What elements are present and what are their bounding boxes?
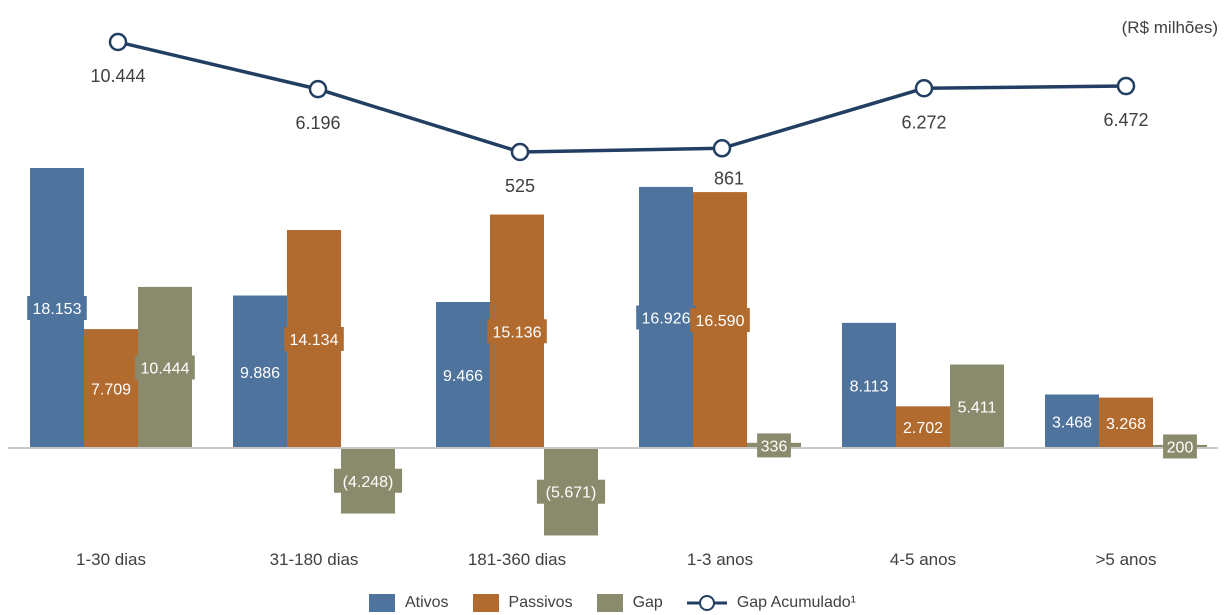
data-label-passivos: 2.702 bbox=[903, 420, 943, 437]
legend-swatch-passivos bbox=[472, 594, 499, 612]
data-label-passivos: 14.134 bbox=[290, 332, 339, 349]
data-label-box-ativos bbox=[1046, 409, 1098, 434]
cumulative-gap-label: 6.196 bbox=[295, 113, 340, 133]
data-label-ativos: 3.468 bbox=[1052, 414, 1092, 431]
data-label-gap: 336 bbox=[761, 438, 788, 455]
data-label-box-passivos bbox=[284, 326, 344, 351]
legend-swatch-ativos bbox=[368, 594, 395, 612]
unit-label: (R$ milhões) bbox=[1121, 18, 1218, 37]
data-label-gap: (5.671) bbox=[546, 485, 597, 502]
cumulative-gap-label: 525 bbox=[505, 176, 535, 196]
data-label-passivos: 16.590 bbox=[696, 313, 745, 330]
data-label-box-gap bbox=[333, 468, 403, 493]
data-label-passivos: 15.136 bbox=[493, 324, 542, 341]
data-label-box-gap bbox=[1163, 434, 1197, 459]
data-label-ativos: 16.926 bbox=[642, 310, 691, 327]
data-label-ativos: 9.886 bbox=[240, 365, 280, 382]
legend-label-gap-acumulado: Gap Acumulado¹ bbox=[736, 594, 857, 611]
legend-line-marker-icon bbox=[686, 595, 727, 611]
cumulative-gap-point bbox=[1116, 76, 1136, 96]
data-label-box-gap bbox=[951, 394, 1003, 419]
data-label-gap: 200 bbox=[1167, 439, 1194, 456]
legend-label-gap: Gap bbox=[632, 594, 663, 611]
data-label-box-ativos bbox=[636, 305, 696, 330]
data-label-box-passivos bbox=[897, 415, 949, 440]
data-label-box-gap bbox=[757, 433, 791, 458]
data-label-gap: 5.411 bbox=[958, 399, 997, 416]
category-label: 31-180 dias bbox=[270, 550, 359, 569]
legend: Ativos Passivos Gap Gap Acumulado¹ bbox=[0, 594, 1225, 612]
cumulative-gap-point bbox=[308, 79, 328, 99]
data-label-box-ativos bbox=[843, 373, 895, 398]
data-label-passivos: 3.268 bbox=[1106, 416, 1146, 433]
data-label-box-passivos bbox=[85, 376, 137, 401]
cumulative-gap-point bbox=[914, 79, 934, 98]
category-label-group: 1-30 dias 31-180 dias 181-360 dias 1-3 anos… bbox=[76, 550, 1156, 569]
cumulative-gap-label: 10.444 bbox=[90, 66, 145, 86]
legend-label-passivos: Passivos bbox=[508, 594, 573, 611]
cumulative-gap-label: 6.272 bbox=[901, 112, 946, 132]
data-label-box-ativos bbox=[27, 296, 87, 320]
legend-item-gap-acumulado: Gap Acumulado¹ bbox=[686, 594, 857, 612]
legend-item-gap: Gap bbox=[596, 594, 663, 612]
category-label: 4-5 anos bbox=[890, 550, 956, 569]
cumulative-gap-point bbox=[510, 142, 530, 162]
data-label-box-passivos bbox=[487, 319, 547, 344]
bar-group bbox=[30, 168, 1207, 536]
cumulative-gap-line bbox=[117, 40, 1127, 154]
legend-item-passivos: Passivos bbox=[472, 594, 573, 612]
data-label-ativos: 8.113 bbox=[850, 378, 889, 395]
legend-label-ativos: Ativos bbox=[404, 594, 449, 611]
category-label: >5 anos bbox=[1096, 550, 1157, 569]
data-label-box-gap bbox=[135, 355, 195, 380]
category-label: 181-360 dias bbox=[468, 550, 566, 569]
legend-item-ativos: Ativos bbox=[368, 594, 449, 612]
data-label-box-ativos bbox=[234, 359, 286, 384]
data-label-gap: 10.444 bbox=[141, 360, 190, 377]
cumulative-gap-label: 861 bbox=[714, 168, 744, 188]
cumulative-gap-point bbox=[712, 139, 732, 158]
cumulative-gap-point bbox=[108, 32, 128, 52]
legend-swatch-gap bbox=[596, 594, 623, 612]
data-label-ativos: 9.466 bbox=[443, 368, 483, 385]
data-label-gap: (4.248) bbox=[343, 474, 394, 491]
data-label-box-passivos bbox=[1100, 410, 1152, 435]
data-label-ativos: 18.153 bbox=[33, 301, 82, 318]
bar-label-group: 18.153 7.709 10.444 9.886 14.134 (4.248) 9.466… bbox=[27, 296, 1197, 504]
category-label: 1-30 dias bbox=[76, 550, 146, 569]
data-label-box-passivos bbox=[690, 308, 750, 333]
cumulative-line-group: 10.444 6.196 525 861 6.272 6.472 bbox=[90, 32, 1149, 196]
data-label-box-ativos bbox=[437, 362, 489, 387]
data-label-passivos: 7.709 bbox=[91, 382, 131, 399]
data-label-box-gap bbox=[536, 479, 606, 504]
cumulative-gap-label: 6.472 bbox=[1103, 110, 1148, 130]
category-label: 1-3 anos bbox=[687, 550, 753, 569]
